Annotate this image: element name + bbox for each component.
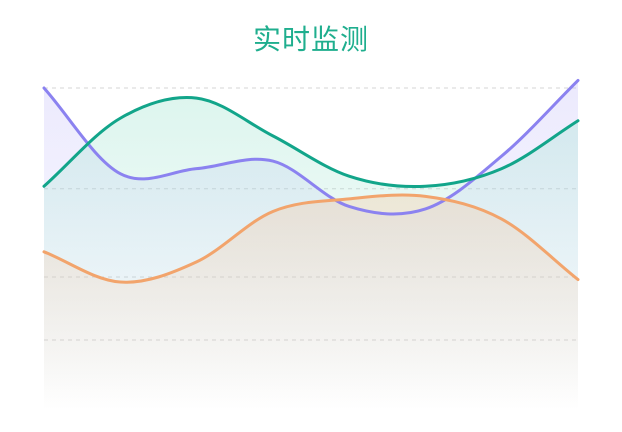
series-lines bbox=[42, 78, 580, 284]
series-1-line bbox=[42, 96, 580, 189]
series-0-line bbox=[42, 78, 580, 216]
series-2-area bbox=[44, 194, 578, 410]
series-areas bbox=[44, 80, 578, 410]
series-2-line bbox=[42, 193, 580, 284]
chart-title: 实时监测 bbox=[252, 23, 369, 56]
